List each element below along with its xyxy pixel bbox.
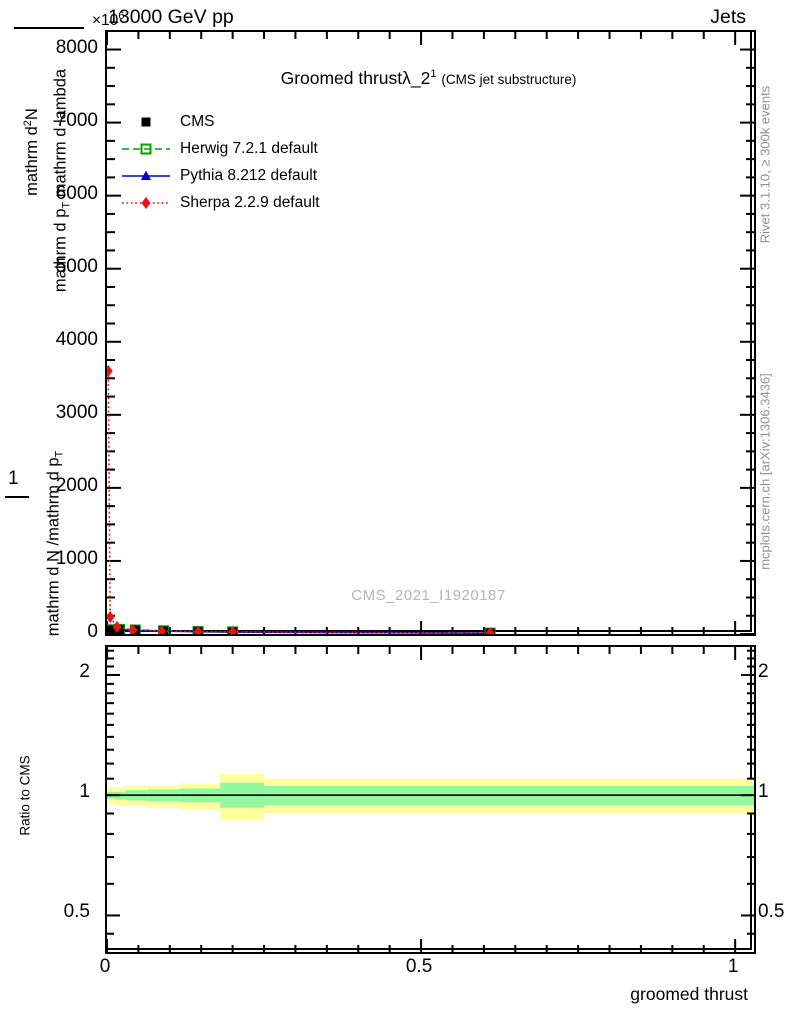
title-lambda: λ_2 (402, 68, 431, 88)
diamond-glyph (122, 197, 170, 209)
title-note: (CMS jet substructure) (441, 72, 577, 87)
legend-label-sherpa: Sherpa 2.2.9 default (180, 194, 320, 211)
cms-marker-icon (120, 113, 172, 131)
tick-label: 0 (87, 621, 98, 642)
y-axis-label-denominator: mathrm d pT mathrm d lambda (51, 68, 73, 293)
tick-label: 1000 (55, 547, 98, 569)
tick-label: 0.5 (405, 956, 433, 977)
tick-label: 0.5 (63, 901, 90, 923)
y-axis-label-numerator: mathrm d2N (22, 108, 41, 196)
y-axis-label-one: 1 (8, 468, 19, 489)
title-main: Groomed thrust (280, 68, 403, 88)
tick-label: 4000 (55, 328, 98, 350)
analysis-watermark: CMS_2021_I1920187 (351, 587, 506, 604)
tick-label: 1 (79, 781, 90, 803)
square-glyph (141, 117, 151, 127)
tick-label: 1 (758, 781, 769, 803)
tick-label: 0 (99, 956, 111, 977)
pythia-marker-icon (120, 167, 172, 185)
ratio-plot-area (105, 645, 756, 954)
legend-item-cms: CMS (120, 112, 214, 132)
tick-label: 5000 (55, 255, 98, 277)
legend-label-pythia: Pythia 8.212 default (180, 167, 318, 184)
sherpa-marker-icon (120, 194, 172, 212)
tick-label: 7000 (55, 109, 98, 131)
legend-item-pythia: Pythia 8.212 default (120, 166, 317, 186)
title-superscript: 1 (430, 68, 437, 80)
tick-label: 0.5 (758, 901, 785, 923)
tick-label: 2000 (55, 474, 98, 496)
mcplots-reference-note: mcplots.cern.ch [arXiv:1306.3436] (757, 373, 773, 570)
beam-energy-label: 13000 GeV pp (108, 6, 234, 28)
y-axis-multiplier: ×106 (92, 10, 125, 29)
legend-item-sherpa: Sherpa 2.2.9 default (120, 193, 320, 213)
multiplier-exponent: 6 (118, 10, 125, 22)
tick-label: 3000 (55, 401, 98, 423)
legend-item-herwig: Herwig 7.2.1 default (120, 139, 318, 159)
process-label: Jets (710, 6, 746, 28)
triangle-glyph (122, 170, 170, 180)
ratio-plot-svg (105, 645, 756, 954)
tick-label: 6000 (55, 182, 98, 204)
tick-label: 1 (727, 956, 739, 977)
plot-title: Groomed thrustλ_21 (CMS jet substructure… (105, 68, 752, 89)
herwig-marker-icon (120, 140, 172, 158)
open-square-glyph (122, 143, 170, 155)
legend-label-cms: CMS (180, 113, 215, 130)
y-label-fraction-bar (14, 27, 84, 29)
x-axis-label: groomed thrust (630, 984, 748, 1004)
main-plot-svg (105, 30, 756, 636)
tick-label: 2 (79, 660, 90, 682)
y-label-fraction-bar-lower (5, 496, 29, 498)
tick-label: 8000 (55, 36, 98, 58)
tick-label: 2 (758, 660, 769, 682)
rivet-version-note: Rivet 3.1.10, ≥ 300k events (757, 85, 773, 244)
legend-label-herwig: Herwig 7.2.1 default (180, 140, 318, 157)
main-plot-area (105, 30, 756, 636)
